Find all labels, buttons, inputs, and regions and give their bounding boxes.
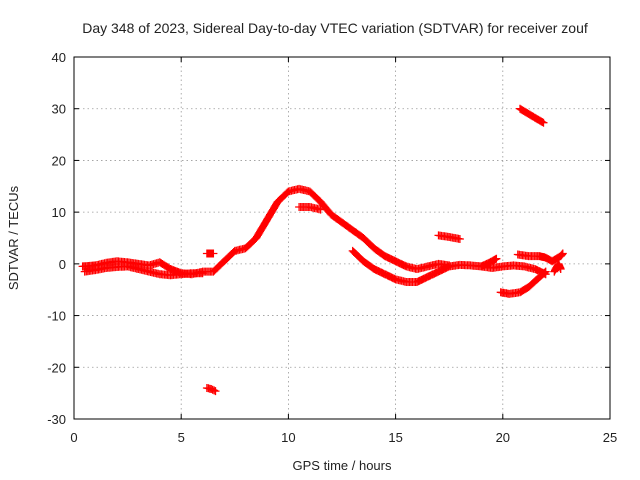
data-series-trace-b <box>80 262 207 280</box>
y-tick-label: 30 <box>52 102 66 117</box>
y-tick-label: 20 <box>52 153 66 168</box>
y-axis-label: SDTVAR / TECUs <box>6 185 21 290</box>
x-tick-label: 25 <box>603 430 617 445</box>
data-series-trace-l <box>202 384 220 396</box>
data-series-trace-k <box>202 249 218 258</box>
y-tick-label: -10 <box>47 309 66 324</box>
x-axis-label: GPS time / hours <box>293 458 392 473</box>
y-tick-label: -30 <box>47 412 66 427</box>
data-series-trace-g <box>496 267 550 298</box>
plot-frame <box>73 56 611 420</box>
x-tick-label: 0 <box>70 430 77 445</box>
y-tick-label: 10 <box>52 205 66 220</box>
data-series-trace-c <box>295 203 325 214</box>
axis-ticks: 0 5 10 15 20 25 -30 -20 -10 0 10 20 30 40 <box>47 50 617 445</box>
y-tick-label: 40 <box>52 50 66 65</box>
data-series-trace-f <box>477 261 550 279</box>
y-tick-label: 0 <box>59 257 66 272</box>
x-tick-label: 20 <box>496 430 510 445</box>
x-tick-label: 15 <box>388 430 402 445</box>
data-series-trace-e <box>434 231 464 243</box>
x-tick-label: 10 <box>281 430 295 445</box>
data-series-trace-a <box>78 184 454 279</box>
data-series-trace-i <box>550 259 565 276</box>
data-series-trace-j <box>516 104 548 127</box>
x-tick-label: 5 <box>178 430 185 445</box>
chart-title: Day 348 of 2023, Sidereal Day-to-day VTE… <box>82 20 588 36</box>
data-points <box>78 104 567 396</box>
y-tick-label: -20 <box>47 360 66 375</box>
data-series-trace-h <box>513 249 567 266</box>
